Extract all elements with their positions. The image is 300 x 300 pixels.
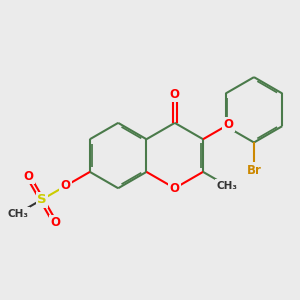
- Text: S: S: [37, 193, 46, 206]
- Text: O: O: [224, 118, 233, 131]
- Text: O: O: [50, 216, 60, 230]
- Text: CH₃: CH₃: [217, 181, 238, 191]
- Text: O: O: [170, 182, 180, 195]
- Text: Br: Br: [247, 164, 261, 177]
- Text: O: O: [23, 170, 33, 183]
- Text: O: O: [61, 179, 71, 192]
- Text: CH₃: CH₃: [7, 208, 28, 218]
- Text: O: O: [170, 88, 180, 100]
